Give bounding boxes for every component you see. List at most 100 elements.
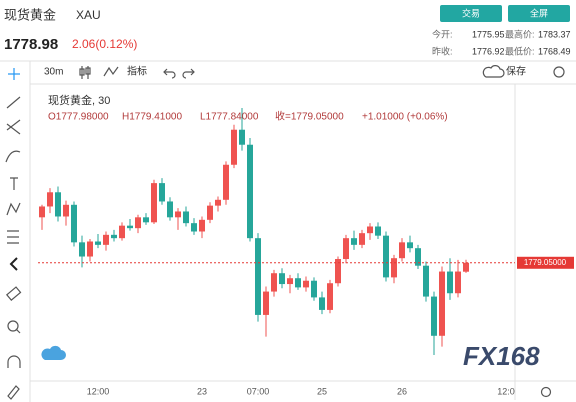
candle-body	[335, 259, 341, 284]
stat-value: 1776.92	[472, 46, 505, 56]
candle-body	[455, 271, 461, 294]
candle-body	[191, 223, 197, 232]
candle-body	[279, 273, 285, 285]
candle-body	[303, 280, 309, 288]
candle-body	[463, 262, 469, 272]
stat-label: 最高价:	[505, 28, 535, 39]
axis-settings[interactable]	[540, 386, 552, 398]
candle-body	[199, 219, 205, 232]
candle-body	[47, 192, 53, 207]
price-label-box	[517, 256, 574, 269]
trade-label[interactable]: 交易	[462, 7, 480, 18]
candle-body	[167, 201, 173, 218]
candle-body	[79, 242, 85, 257]
candle-body	[111, 234, 117, 239]
candle-body	[207, 205, 213, 220]
candle-body	[87, 241, 93, 257]
candle-body	[255, 238, 261, 315]
candle-body	[143, 217, 149, 223]
fullscreen-label[interactable]: 全屏	[530, 7, 548, 18]
interval[interactable]: 30m	[44, 67, 63, 78]
candle-body	[231, 129, 237, 165]
indicator-icon[interactable]	[103, 66, 119, 77]
left-toolbar[interactable]	[5, 68, 22, 400]
candle-body	[343, 238, 349, 260]
watermark: FX168	[463, 341, 540, 371]
stat-value: 1783.37	[538, 29, 571, 39]
candle-body	[151, 183, 157, 223]
candle-body	[103, 234, 109, 245]
candle-body	[55, 192, 61, 217]
candle-body	[327, 283, 333, 310]
stat-label: 今开:	[432, 28, 453, 39]
candle-body	[39, 206, 45, 218]
x-tick-label: 26	[397, 386, 407, 396]
candle-body	[311, 280, 317, 298]
candle-body	[375, 226, 381, 236]
candle-body	[183, 211, 189, 224]
legend-ohlc: +1.01000 (+0.06%)	[362, 112, 448, 123]
indicators[interactable]: 指标	[127, 65, 147, 78]
candle-body	[223, 164, 229, 200]
candle-body	[439, 271, 445, 336]
x-tick-label: 25	[317, 386, 327, 396]
candle-body	[287, 278, 293, 285]
x-tick-label: 12:00	[87, 386, 110, 396]
candle-body	[95, 241, 101, 245]
candle-body	[391, 258, 397, 278]
candle-body	[351, 238, 357, 245]
candle-body	[71, 204, 77, 243]
candle-body	[271, 273, 277, 292]
settings[interactable]	[553, 66, 565, 78]
save[interactable]: 保存	[506, 65, 526, 78]
legend-ohlc: 收=1779.05000	[275, 110, 344, 123]
candle-body	[367, 226, 373, 234]
stat-label: 昨收:	[432, 45, 453, 56]
legend-ohlc: H1779.41000	[122, 112, 182, 123]
x-tick-label: 23	[197, 386, 207, 396]
stat-value: 1768.49	[538, 46, 571, 56]
redo[interactable]	[182, 68, 195, 79]
candle-body	[415, 248, 421, 266]
candle-body	[135, 217, 141, 229]
candle-body	[175, 211, 181, 218]
trade-button[interactable]	[440, 5, 502, 22]
price-label: 1779.05000	[524, 258, 567, 267]
x-tick-label: 07:00	[247, 386, 270, 396]
stats: 今开: 1775.95 最高价: 1783.37 昨收: 1776.92 最低价…	[432, 28, 571, 56]
candle-body	[239, 129, 245, 145]
candle-body	[447, 271, 453, 294]
stat-value: 1775.95	[472, 29, 505, 39]
legend-ohlc: L1777.84000	[200, 112, 259, 123]
candle-icon[interactable]	[79, 66, 91, 79]
change: 2.06(0.12%)	[72, 37, 137, 51]
x-tick-label: 12:0	[497, 386, 515, 396]
candle-body	[119, 225, 125, 239]
candle-body	[247, 144, 253, 239]
candle-body	[263, 291, 269, 315]
candle-body	[431, 296, 437, 336]
candle-body	[215, 199, 221, 206]
plot	[39, 108, 469, 355]
legend-ohlc: O1777.98000	[48, 112, 109, 123]
legend-name: 现货黄金, 30	[48, 93, 110, 107]
candle-body	[383, 235, 389, 278]
candle-body	[295, 278, 301, 288]
candle-body	[399, 242, 405, 259]
candle-body	[319, 297, 325, 310]
fullscreen-button[interactable]	[508, 5, 570, 22]
candle-body	[423, 265, 429, 297]
cloud-badge	[41, 345, 66, 360]
candle-body	[63, 204, 69, 217]
candle-body	[159, 183, 165, 202]
stat-label: 最低价:	[505, 45, 535, 56]
price: 1778.98	[4, 36, 58, 53]
title: 现货黄金	[4, 7, 56, 22]
undo[interactable]	[163, 68, 176, 79]
candle-body	[407, 242, 413, 249]
cloud-icon[interactable]	[482, 65, 505, 78]
candle-body	[127, 225, 133, 229]
candle-body	[359, 233, 365, 245]
